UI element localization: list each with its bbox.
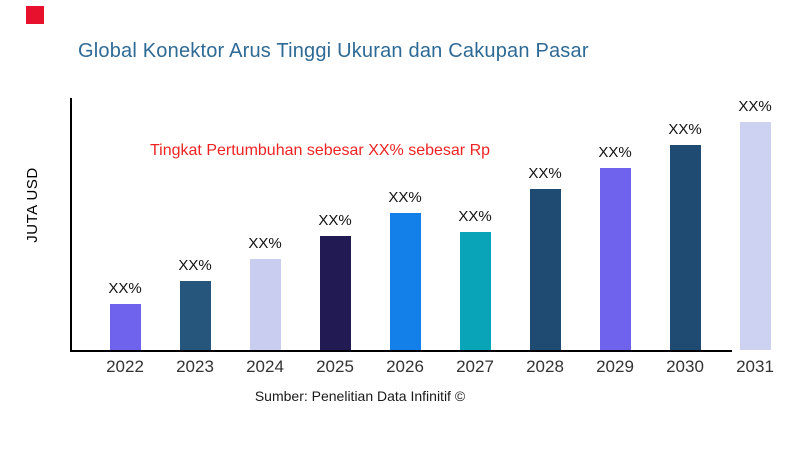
bar-value-label-2024: XX% <box>248 235 282 252</box>
chart-title: Global Konektor Arus Tinggi Ukuran dan C… <box>78 40 589 62</box>
x-tick-label-2026: 2026 <box>386 357 424 376</box>
bar-value-label-2029: XX% <box>598 144 632 161</box>
bar-value-label-2025: XX% <box>318 212 352 229</box>
bar-2028 <box>530 189 561 350</box>
x-tick-label-2027: 2027 <box>456 357 494 376</box>
x-tick-label-2031: 2031 <box>736 357 774 376</box>
brand-logo-square <box>26 6 44 24</box>
bar-2029 <box>600 168 631 350</box>
bar-value-label-2026: XX% <box>388 189 422 206</box>
bar-2023 <box>180 281 211 350</box>
bar-value-label-2031: XX% <box>738 98 772 115</box>
source-attribution: Sumber: Penelitian Data Infinitif © <box>254 388 466 404</box>
x-tick-label-2022: 2022 <box>106 357 144 376</box>
x-tick-label-2029: 2029 <box>596 357 634 376</box>
bar-2022 <box>110 304 141 350</box>
bar-value-label-2028: XX% <box>528 165 562 182</box>
x-tick-label-2030: 2030 <box>666 357 704 376</box>
growth-rate-annotation: Tingkat Pertumbuhan sebesar XX% sebesar … <box>150 142 491 159</box>
x-tick-label-2024: 2024 <box>246 357 284 376</box>
y-axis-label: JUTA USD <box>24 167 41 243</box>
bar-value-label-2027: XX% <box>458 208 492 225</box>
bar-value-label-2023: XX% <box>178 257 212 274</box>
bar-value-label-2030: XX% <box>668 121 702 138</box>
bar-2024 <box>250 259 281 350</box>
bar-2031 <box>740 122 771 350</box>
bar-2030 <box>670 145 701 350</box>
y-axis-line <box>70 98 72 352</box>
bar-2026 <box>390 213 421 350</box>
x-axis-line <box>70 350 732 352</box>
x-tick-label-2028: 2028 <box>526 357 564 376</box>
bar-2027 <box>460 232 491 350</box>
x-tick-label-2023: 2023 <box>176 357 214 376</box>
bar-2025 <box>320 236 351 350</box>
x-tick-label-2025: 2025 <box>316 357 354 376</box>
bar-value-label-2022: XX% <box>108 280 142 297</box>
